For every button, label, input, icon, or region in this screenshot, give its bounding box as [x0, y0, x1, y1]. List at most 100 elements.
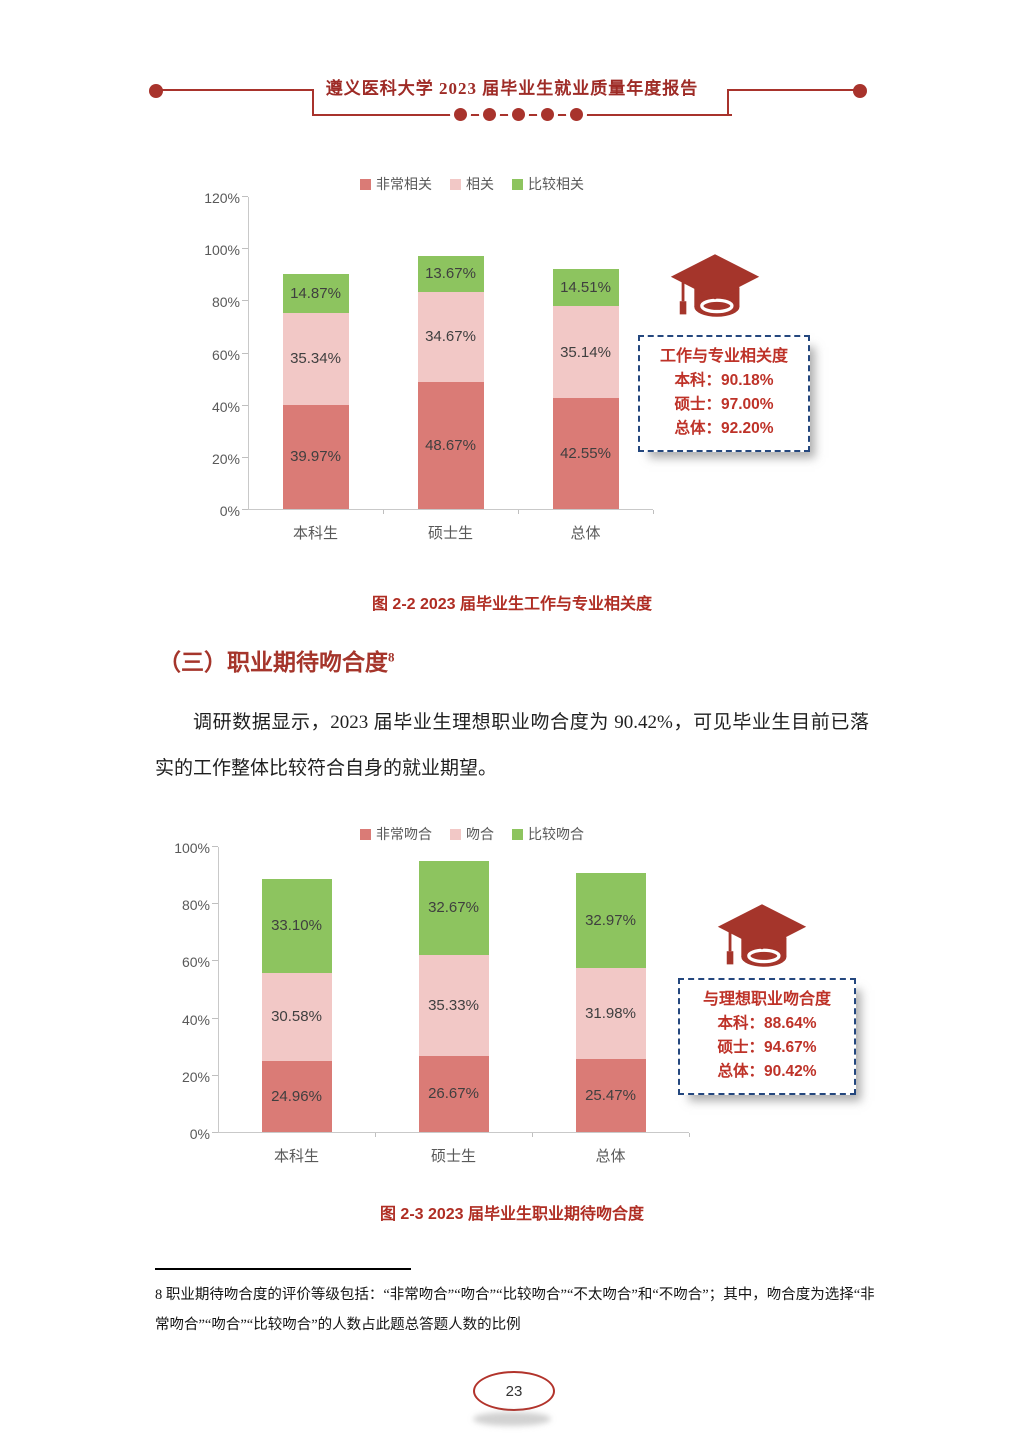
bar-segment: 34.67%	[417, 291, 484, 383]
y-axis-tick	[212, 1132, 218, 1133]
y-axis-tick-label: 80%	[181, 897, 210, 914]
legend-label: 非常吻合	[376, 826, 432, 842]
y-axis-tick	[242, 456, 248, 458]
body-paragraph: 调研数据显示，2023 届毕业生理想职业吻合度为 90.42%，可见毕业生目前已…	[155, 712, 869, 779]
stacked-bar: 25.47% 31.98% 32.97%	[575, 873, 646, 1132]
header-dot-1	[454, 108, 467, 121]
y-axis-tick-label: 40%	[181, 1011, 210, 1028]
data-label: 35.14%	[560, 343, 611, 361]
header-right-connector	[727, 89, 729, 116]
x-axis-tick	[653, 510, 654, 514]
x-axis-category-label: 总体	[595, 1148, 626, 1165]
bar-segment: 48.67%	[417, 382, 484, 509]
page-number-badge: 23	[473, 1371, 555, 1411]
y-axis-tick-label: 20%	[181, 1068, 210, 1085]
bar-segment: 13.67%	[417, 256, 484, 292]
callout-box: 与理想职业吻合度 本科：88.64% 硕士：94.67% 总体：90.42%	[678, 978, 856, 1095]
callout-line: 本科：90.18%	[674, 372, 774, 389]
figure-caption-2-3: 图 2-3 2023 届毕业生职业期待吻合度	[379, 1206, 645, 1223]
x-axis-category-label: 总体	[570, 525, 601, 542]
y-axis-tick-label: 60%	[181, 954, 210, 971]
legend-swatch-icon	[360, 178, 371, 190]
data-label: 30.58%	[271, 1008, 322, 1026]
stacked-bar: 42.55% 35.14% 14.51%	[552, 268, 619, 509]
y-axis-tick	[212, 1074, 218, 1076]
y-axis-tick-label: 100%	[174, 840, 210, 856]
legend-item: 比较吻合	[512, 824, 584, 844]
bar-segment: 25.47%	[575, 1059, 646, 1132]
bar-segment: 26.67%	[418, 1055, 489, 1132]
data-label: 14.51%	[560, 278, 611, 296]
chart-plot: 0% 20% 40% 60% 80% 100% 24.96% 30.58% 33.10% 本科生 2…	[174, 840, 690, 1165]
y-axis-tick	[242, 509, 248, 510]
footnote-separator	[155, 1268, 411, 1270]
bar-segment: 32.97%	[575, 873, 646, 968]
y-axis-tick-label: 80%	[211, 294, 240, 311]
bar-segment: 14.87%	[282, 273, 349, 313]
legend-label: 吻合	[466, 826, 494, 842]
data-label: 31.98%	[585, 1004, 636, 1022]
bar-segment: 35.14%	[552, 306, 619, 399]
y-axis-tick-label: 0%	[219, 503, 240, 519]
bar-segment: 31.98%	[575, 967, 646, 1060]
chart-legend: 非常吻合 吻合 比较吻合	[360, 824, 584, 844]
bar-segment: 35.33%	[418, 954, 489, 1056]
header-dot-3	[512, 108, 525, 121]
chart-plot: 0% 20% 40% 60% 80% 100% 120% 39.97% 35.34% 14.87%…	[204, 190, 654, 542]
legend-swatch-icon	[450, 828, 461, 840]
y-axis-tick	[212, 960, 218, 962]
section-heading-text: （三）职业期待吻合度	[158, 650, 388, 675]
stacked-bar: 24.96% 30.58% 33.10%	[261, 878, 332, 1132]
x-axis-category-label: 本科生	[292, 525, 338, 542]
data-label: 33.10%	[271, 917, 322, 935]
y-axis-tick	[242, 248, 248, 250]
bar-segment: 35.34%	[282, 312, 349, 405]
y-axis-tick	[212, 846, 218, 847]
callout-line: 总体：90.42%	[717, 1063, 817, 1080]
x-axis-tick	[375, 1133, 376, 1137]
chart-expectation: 非常吻合 吻合 比较吻合 0% 20% 40% 60% 80% 100% 24.96% 30.58…	[170, 818, 890, 1198]
graduation-cap-icon	[670, 254, 760, 317]
callout-line: 总体：92.20%	[674, 420, 774, 437]
footnote-marker: 8	[388, 649, 395, 665]
header-right-dot	[853, 84, 867, 98]
legend-label: 非常相关	[376, 176, 432, 192]
y-axis-tick-label: 0%	[189, 1126, 210, 1142]
y-axis-tick	[242, 196, 248, 197]
graduation-cap-icon	[717, 904, 807, 967]
bar-segment: 42.55%	[552, 398, 619, 509]
stacked-bar: 26.67% 35.33% 32.67%	[418, 861, 489, 1132]
legend-swatch-icon	[512, 178, 523, 190]
legend-label: 比较相关	[528, 176, 584, 192]
legend-label: 比较吻合	[528, 826, 584, 842]
bar-segment: 39.97%	[282, 404, 349, 509]
callout-line: 本科：88.64%	[717, 1015, 817, 1032]
callout-box: 工作与专业相关度 本科：90.18% 硕士：97.00% 总体：92.20%	[638, 335, 810, 452]
x-axis-tick	[383, 510, 384, 514]
data-label: 13.67%	[425, 265, 476, 283]
chart-relevance: 非常相关 相关 比较相关 0% 20% 40% 60% 80% 100% 120% 39.97% 3…	[200, 172, 880, 547]
header-left-line	[160, 89, 314, 91]
stacked-bar: 48.67% 34.67% 13.67%	[417, 256, 484, 509]
data-label: 24.96%	[271, 1087, 322, 1105]
figure-caption-2-2: 图 2-2 2023 届毕业生工作与专业相关度	[371, 596, 653, 613]
legend-item: 非常吻合	[360, 824, 432, 844]
legend-item: 相关	[450, 174, 494, 194]
header-right-line	[729, 89, 854, 91]
report-header-title: 遵义医科大学 2023 届毕业生就业质量年度报告	[325, 79, 699, 98]
legend-swatch-icon	[512, 828, 523, 840]
callout-title: 与理想职业吻合度	[702, 991, 831, 1008]
bar-segment: 14.51%	[552, 268, 619, 307]
y-axis-tick-label: 40%	[211, 398, 240, 415]
data-label: 35.34%	[290, 350, 341, 368]
legend-item: 比较相关	[512, 174, 584, 194]
legend-swatch-icon	[450, 178, 461, 190]
x-axis-category-label: 硕士生	[427, 525, 473, 542]
callout-line: 硕士：97.00%	[674, 396, 774, 413]
data-label: 34.67%	[425, 328, 476, 346]
header-dot-5	[570, 108, 583, 121]
y-axis-tick	[242, 300, 248, 302]
data-label: 26.67%	[428, 1085, 479, 1103]
data-label: 42.55%	[560, 445, 611, 462]
